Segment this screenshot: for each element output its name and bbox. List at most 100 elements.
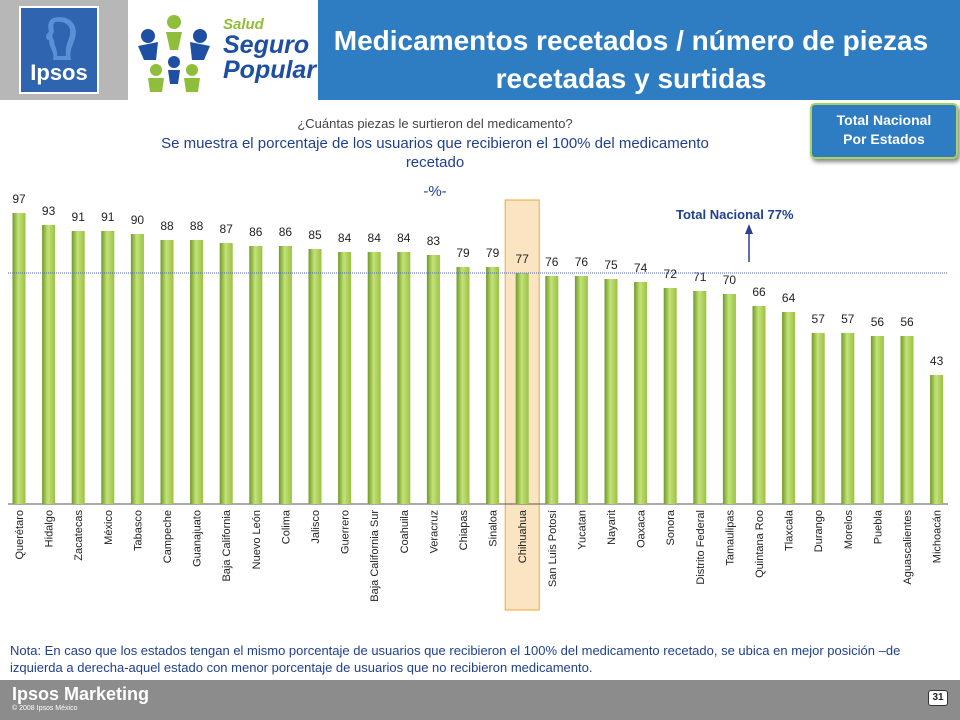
category-label: Baja California Sur <box>369 510 381 602</box>
data-label: 64 <box>782 291 796 305</box>
footer-brand: Ipsos Marketing <box>12 684 150 704</box>
reference-label: Total Nacional 77% <box>676 207 794 222</box>
bar <box>782 312 796 504</box>
data-label: 57 <box>841 312 855 326</box>
category-label: Guanajuato <box>192 510 204 567</box>
ipsos-logo: Ipsos <box>19 6 99 94</box>
bar <box>160 240 174 504</box>
data-label: 86 <box>249 225 263 239</box>
data-label: 93 <box>42 204 56 218</box>
category-label: Michoacán <box>932 510 944 563</box>
category-label: Coahuila <box>399 509 411 553</box>
bar <box>397 252 411 504</box>
data-label: 75 <box>604 258 618 272</box>
bar <box>71 231 85 504</box>
bar <box>663 288 677 504</box>
category-label: Quintana Roo <box>754 510 766 578</box>
data-label: 43 <box>930 354 944 368</box>
data-label: 57 <box>812 312 826 326</box>
bar <box>190 240 204 504</box>
data-label: 56 <box>871 315 885 329</box>
survey-question: ¿Cuántas piezas le surtieron del medicam… <box>297 116 573 131</box>
unit-label: -%- <box>423 183 447 200</box>
category-label: Oaxaca <box>636 509 648 548</box>
data-label: 88 <box>160 219 174 233</box>
category-label: Distrito Federal <box>695 510 707 585</box>
bar <box>456 267 470 504</box>
category-label: Durango <box>813 510 825 552</box>
category-label: Yucatan <box>576 510 588 550</box>
data-label: 76 <box>575 255 589 269</box>
bar-chart: 97 Querétaro 93 Hidalgo 91 Zacatecas 91 México 9… <box>8 192 948 611</box>
category-label: Guerrero <box>340 510 352 554</box>
data-label: 85 <box>308 228 322 242</box>
data-label: 77 <box>516 252 530 266</box>
bar <box>722 294 736 504</box>
category-label: Querétaro <box>14 510 26 560</box>
category-label: Baja California <box>221 509 233 581</box>
category-label: Tlaxcala <box>784 509 796 551</box>
data-label: 87 <box>220 222 234 236</box>
seguro-popular-logo: Salud Seguro Popular <box>128 0 318 100</box>
page-title: Medicamentos recetados / número de pieza… <box>333 25 929 94</box>
reference-arrow-head <box>745 224 753 234</box>
data-label: 97 <box>12 192 26 206</box>
bar <box>426 255 440 504</box>
category-label: Sinaloa <box>488 509 500 547</box>
chart-subtitle: Se muestra el porcentaje de los usuarios… <box>161 135 709 171</box>
bar <box>693 291 707 504</box>
bar <box>634 282 648 504</box>
bar <box>130 234 144 504</box>
total-nacional-badge[interactable]: Total Nacional Por Estados <box>810 103 958 159</box>
bar <box>219 243 233 504</box>
category-label: Colima <box>280 509 292 544</box>
logo-salud-text: Salud <box>223 16 264 33</box>
bar <box>338 252 352 504</box>
data-label: 76 <box>545 255 559 269</box>
ipsos-logo-panel: Ipsos <box>0 0 128 100</box>
category-label: Nuevo León <box>251 510 263 569</box>
data-label: 71 <box>693 270 707 284</box>
bar <box>12 213 26 504</box>
category-label: Zacatecas <box>73 510 85 561</box>
bar <box>752 306 766 504</box>
bar <box>930 375 944 504</box>
category-label: Tabasco <box>132 510 144 551</box>
data-label: 91 <box>72 210 86 224</box>
data-label: 56 <box>900 315 914 329</box>
bar <box>811 333 825 504</box>
bar <box>604 279 618 504</box>
logo-seguro-text: Seguro <box>223 31 310 59</box>
data-label: 72 <box>664 267 678 281</box>
data-label: 84 <box>338 231 352 245</box>
data-label: 83 <box>427 234 441 248</box>
bar <box>101 231 115 504</box>
bar <box>308 249 322 504</box>
category-label: Chiapas <box>458 510 470 551</box>
category-label: México <box>103 510 115 545</box>
bar <box>367 252 381 504</box>
category-label: Jalisco <box>310 510 322 544</box>
category-label: Veracruz <box>428 510 440 553</box>
footer-bar <box>0 680 960 720</box>
footnote: Nota: En caso que los estados tengan el … <box>10 643 901 675</box>
data-label: 88 <box>190 219 204 233</box>
category-label: San Luis Potosí <box>547 510 559 587</box>
data-label: 79 <box>486 246 500 260</box>
data-label: 79 <box>456 246 470 260</box>
bar <box>486 267 500 504</box>
category-label: Chihuahua <box>517 509 529 563</box>
data-label: 84 <box>397 231 411 245</box>
footer-copyright: © 2008 Ipsos México <box>12 705 78 712</box>
bar <box>545 276 559 504</box>
bar <box>574 276 588 504</box>
bar <box>900 336 914 504</box>
category-label: Nayarit <box>606 510 618 545</box>
bar <box>249 246 263 504</box>
ipsos-face-icon <box>46 17 76 60</box>
data-label: 84 <box>368 231 382 245</box>
header-bar <box>318 0 960 100</box>
data-label: 66 <box>752 285 766 299</box>
bar <box>42 225 56 504</box>
category-label: Tamaulipas <box>724 510 736 566</box>
